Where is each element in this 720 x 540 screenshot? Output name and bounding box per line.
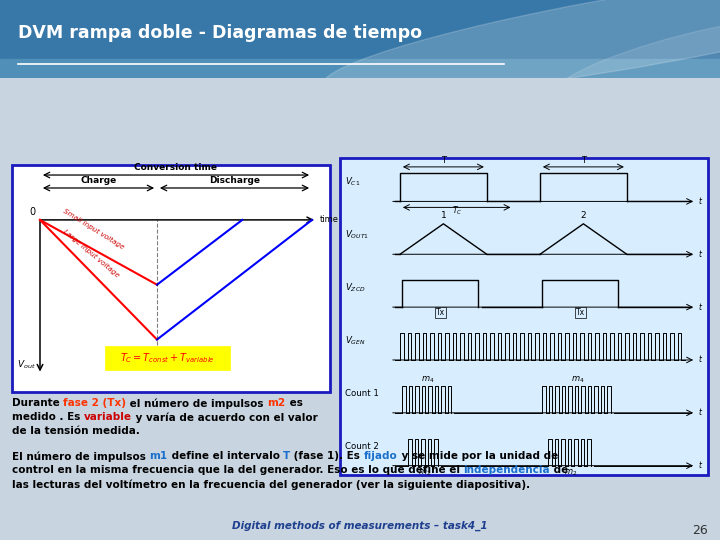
Text: $m_4$: $m_4$	[571, 374, 585, 384]
Bar	[105, 346, 230, 370]
Text: Large input voltage: Large input voltage	[62, 228, 120, 279]
Text: Charge: Charge	[81, 176, 117, 185]
Bar	[12, 165, 330, 393]
Text: $V_{OUT1}$: $V_{OUT1}$	[345, 228, 369, 241]
Text: fase 2 (Tx): fase 2 (Tx)	[63, 399, 127, 408]
Text: medido . Es: medido . Es	[12, 413, 84, 422]
Text: m1: m1	[150, 451, 168, 462]
Text: $V_{ZCD}$: $V_{ZCD}$	[345, 281, 366, 294]
Text: t: t	[699, 408, 702, 417]
Ellipse shape	[549, 17, 720, 108]
Text: variable: variable	[84, 413, 132, 422]
Text: t: t	[699, 355, 702, 364]
Text: de: de	[550, 465, 569, 475]
Text: las lecturas del voltímetro en la frecuencia del generador (ver la siguiente dia: las lecturas del voltímetro en la frecue…	[12, 480, 530, 490]
Text: t: t	[699, 461, 702, 470]
Text: Conversion time: Conversion time	[135, 163, 217, 172]
Text: $V_{C1}$: $V_{C1}$	[345, 176, 361, 188]
Text: t: t	[699, 250, 702, 259]
Text: DVM rampa doble - Diagramas de tiempo: DVM rampa doble - Diagramas de tiempo	[18, 24, 422, 42]
Text: Digital methods of measurements – task4_1: Digital methods of measurements – task4_…	[232, 521, 488, 531]
Text: Durante: Durante	[12, 399, 63, 408]
Text: $m_2$: $m_2$	[564, 468, 577, 478]
Text: El número de impulsos: El número de impulsos	[12, 451, 150, 462]
Text: control en la misma frecuencia que la del generador. Eso es lo que define el: control en la misma frecuencia que la de…	[12, 465, 464, 475]
Text: independencia: independencia	[464, 465, 550, 475]
Bar	[0, 59, 720, 78]
Text: T: T	[441, 156, 446, 165]
Text: $T_C$: $T_C$	[451, 204, 462, 217]
Text: t: t	[699, 302, 702, 312]
Text: y varía de acuerdo con el valor: y varía de acuerdo con el valor	[132, 413, 318, 423]
Text: Count 2: Count 2	[345, 442, 379, 450]
Text: Tx: Tx	[436, 308, 445, 317]
Text: es: es	[286, 399, 302, 408]
Text: 1: 1	[441, 211, 446, 220]
Text: Small input voltage: Small input voltage	[62, 208, 125, 251]
Text: T: T	[581, 156, 586, 165]
Text: 26: 26	[692, 523, 708, 537]
Text: $V_{out}$: $V_{out}$	[17, 358, 36, 371]
Text: fijado: fijado	[364, 451, 397, 462]
Text: Count 1: Count 1	[345, 389, 379, 398]
Text: $T_C = T_{const} + T_{variable}$: $T_C = T_{const} + T_{variable}$	[120, 352, 215, 366]
Text: T: T	[283, 451, 290, 462]
Text: m2: m2	[268, 399, 286, 408]
Text: $V_{GEN}$: $V_{GEN}$	[345, 334, 366, 347]
Bar	[340, 158, 708, 475]
Text: 0: 0	[30, 207, 36, 217]
Text: (fase 1). Es: (fase 1). Es	[290, 451, 364, 462]
Ellipse shape	[323, 0, 720, 96]
Text: 2: 2	[580, 211, 586, 220]
Text: t: t	[699, 197, 702, 206]
Text: el número de impulsos: el número de impulsos	[127, 399, 268, 409]
Text: Discharge: Discharge	[209, 176, 260, 185]
Text: de la tensión medida.: de la tensión medida.	[12, 426, 140, 436]
Text: time: time	[320, 215, 339, 225]
Text: $m_4$: $m_4$	[421, 374, 435, 384]
Text: define el intervalo: define el intervalo	[168, 451, 283, 462]
Text: Tx: Tx	[575, 308, 585, 317]
Text: y se mide por la unidad de: y se mide por la unidad de	[397, 451, 558, 462]
Text: $m_2$: $m_2$	[418, 468, 431, 478]
